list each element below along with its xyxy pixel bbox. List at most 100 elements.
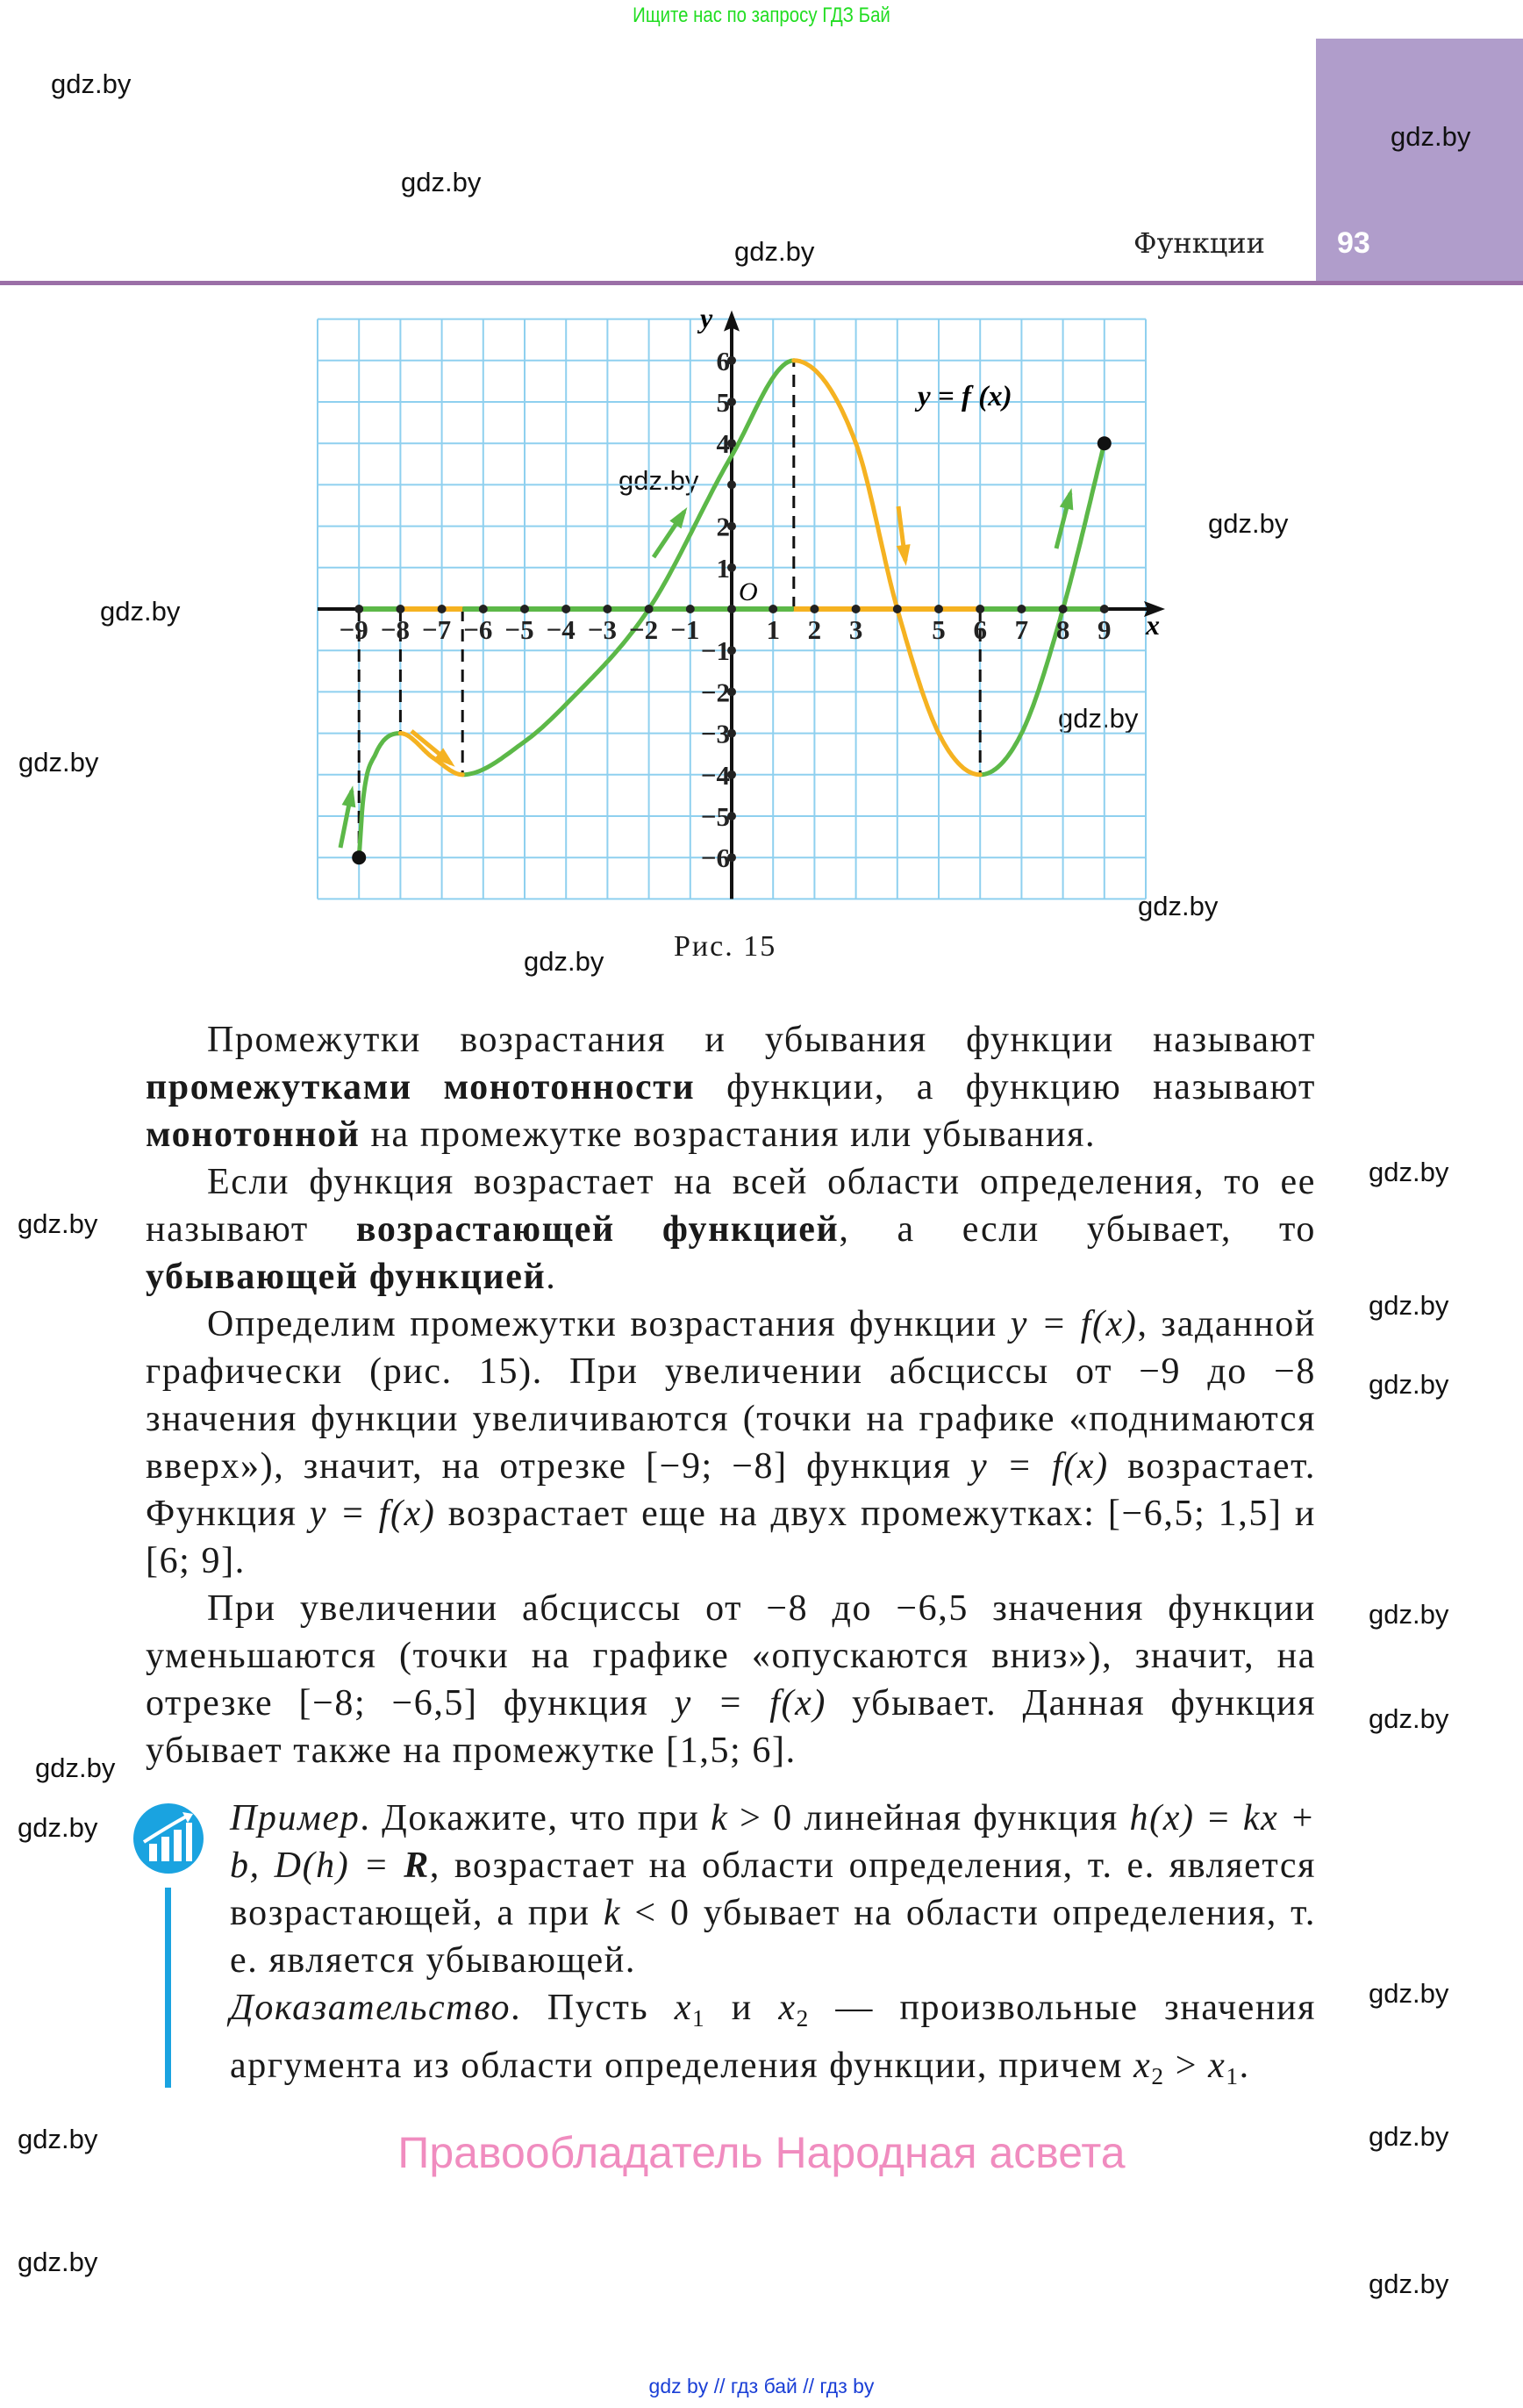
paragraph: Доказательство. Пусть x1 и x2 — произвол… [230,1984,1316,2100]
y-tick-dot [727,770,736,779]
endpoint-dot [352,850,367,865]
watermark: gdz.by [1369,1703,1449,1734]
y-tick-label: 4 [717,428,731,459]
math-text: 1 [1226,2063,1240,2090]
chapter-title: Функции [1133,226,1265,260]
x-tick-label: −6 [463,614,492,645]
watermark: gdz.by [18,1812,98,1843]
math-text: x [1133,2046,1152,2087]
y-tick-dot [727,355,736,365]
math-text: Доказательство [230,1988,511,2028]
watermark: gdz.by [18,1208,98,1239]
y-tick-label: 5 [717,387,731,418]
watermark: gdz.by [18,747,99,778]
text-run: . [1239,2046,1250,2087]
text-run: Промежутки возрастания и убывания функци… [207,1020,1316,1060]
math-text: 2 [1151,2063,1165,2090]
paragraph: При увеличении абсциссы от −8 до −6,5 зн… [146,1585,1316,1774]
math-text: k [603,1893,622,1933]
top-ad-link[interactable]: Ищите нас по запросу ГДЗ Бай [633,4,890,27]
arrowhead-icon [896,544,911,566]
function-curve-segment [791,358,983,778]
y-tick-dot [727,563,736,572]
y-tick-dot [727,853,736,863]
text-run: , а если убывает, то [839,1209,1316,1250]
text-run: . Докажите, что при [360,1798,711,1838]
y-tick-label: −3 [701,719,730,749]
text-run: возрастает. Функция [146,1446,1316,1534]
x-tick-label: 7 [1015,614,1029,645]
text-run: При увеличении абсциссы от −8 до −6,5 зн… [146,1588,1316,1724]
footer-links[interactable]: gdz by // гдз бай // гдз by [648,2375,875,2397]
y-tick-dot [727,521,736,531]
function-curve-segment [460,358,797,778]
arrowhead-icon [341,785,356,808]
text-run: функции, а функцию называют [695,1067,1316,1107]
watermark: gdz.by [1369,1978,1449,2009]
x-tick-label: 3 [849,614,863,645]
watermark: gdz.by [1369,1369,1449,1400]
watermark: gdz.by [618,465,699,496]
watermark: gdz.by [1369,2268,1449,2299]
x-tick-dot [1058,605,1068,613]
page-number: 93 [1337,226,1370,260]
paragraph: Если функция возрастает на всей области … [146,1158,1316,1301]
x-tick-label: −1 [670,614,699,645]
example-text: Пример. Докажите, что при k > 0 линейная… [230,1795,1316,2100]
watermark: gdz.by [1058,703,1139,734]
text-run: Если функция возрастает на всей области … [146,1162,1316,1250]
x-tick-dot [520,605,529,613]
term-bold: промежутками монотонности [146,1067,696,1107]
math-text: R [404,1845,430,1886]
watermark: gdz.by [1369,1599,1449,1630]
text-run: на промежутке возрастания или убывания. [360,1114,1097,1155]
y-tick-dot [727,687,736,697]
y-tick-dot [727,812,736,821]
x-tick-dot [810,605,819,613]
term-bold: убывающей функцией [146,1257,547,1297]
y-tick-dot [727,728,736,738]
text-column: Промежутки возрастания и убывания функци… [133,1016,1316,2179]
x-tick-label: 6 [973,614,987,645]
term-bold: монотонной [146,1114,361,1155]
math-text: y = f(x) [309,1494,436,1534]
watermark: gdz.by [35,1752,116,1783]
watermark: gdz.by [1208,508,1289,539]
x-tick-label: −5 [504,614,533,645]
x-tick-dot [437,605,447,613]
math-text: 2 [796,2005,810,2032]
x-tick-dot [769,605,778,613]
x-tick-label: −3 [588,614,617,645]
math-text: x [674,1988,692,2028]
y-tick-label: −2 [701,677,730,707]
x-tick-label: 2 [808,614,822,645]
watermark: gdz.by [734,236,815,267]
chart-growth-icon [133,1803,204,1874]
text-run: > [1164,2046,1209,2087]
x-tick-dot [685,605,695,613]
watermark: gdz.by [524,946,604,977]
text-run: и [705,1988,779,2028]
x-axis-label: x [1145,609,1160,641]
y-tick-label: 1 [717,553,731,584]
paragraph: Определим промежутки возрастания функции… [146,1301,1316,1585]
x-tick-dot [727,605,736,613]
header-divider [0,281,1523,285]
example-section: Пример. Докажите, что при k > 0 линейная… [133,1795,1316,2100]
x-tick-dot [976,605,985,613]
x-tick-dot [396,605,405,613]
math-text: Пример [230,1798,361,1838]
math-text: y = f(x) [970,1446,1109,1487]
watermark: gdz.by [18,2124,98,2154]
y-tick-label: −5 [701,801,730,832]
y-axis-label: y [697,302,713,333]
body-text: Промежутки возрастания и убывания функци… [146,1016,1316,1774]
x-axis-arrow-icon [1144,601,1165,617]
term-bold: возрастающей функцией [355,1209,840,1250]
x-tick-dot [561,605,571,613]
text-run: , заданной графически (рис. 15). При уве… [146,1304,1316,1487]
math-text: y = f(x) [1010,1304,1138,1344]
math-text: k [711,1798,729,1838]
x-tick-dot [603,605,612,613]
x-tick-label: −8 [381,614,410,645]
